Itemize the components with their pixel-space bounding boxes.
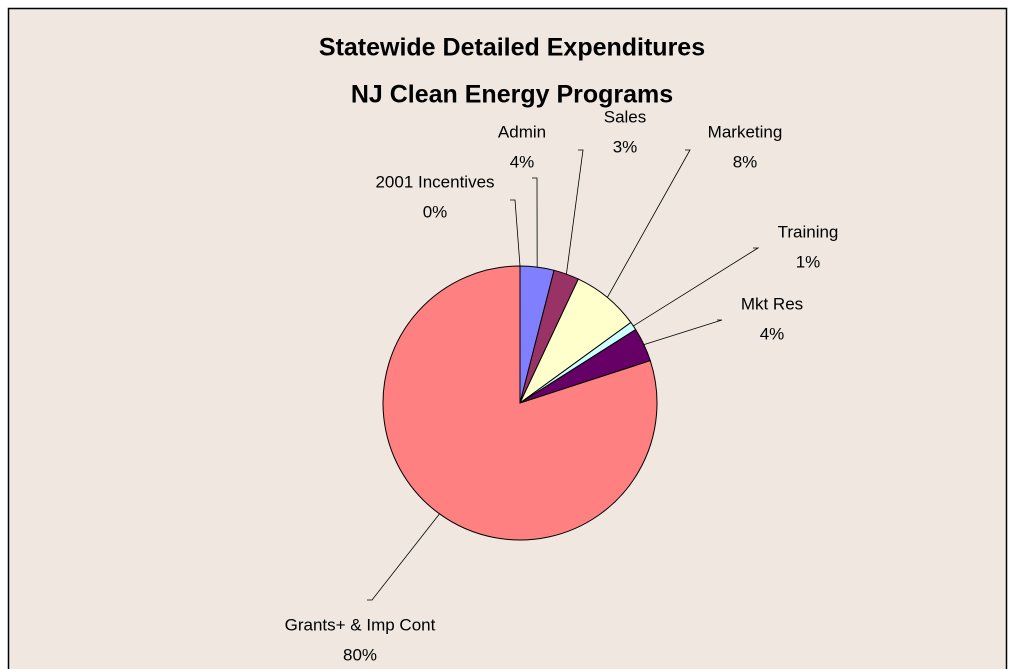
slice-label: 2001 Incentives: [375, 172, 494, 191]
leader-line: [566, 149, 584, 275]
chart-title: Statewide Detailed Expenditures: [319, 34, 705, 62]
leader-line: [367, 513, 440, 601]
leader-line: [606, 149, 691, 298]
slice-value-label: 1%: [796, 252, 821, 271]
slice-label: Mkt Res: [741, 294, 803, 313]
slice-value-label: 4%: [510, 152, 535, 171]
slice-label: Marketing: [708, 122, 783, 141]
leader-line: [510, 199, 521, 267]
slice-value-label: 0%: [423, 202, 448, 221]
slice-label: Sales: [604, 107, 647, 126]
slice-value-label: 4%: [760, 324, 785, 343]
chart-border: [7, 7, 1008, 669]
chart-subtitle: NJ Clean Energy Programs: [351, 81, 673, 109]
slice-label: Admin: [498, 122, 546, 141]
slice-label: Grants+ & Imp Cont: [285, 615, 436, 634]
leader-line: [532, 177, 538, 268]
slice-value-label: 8%: [733, 152, 758, 171]
slice-value-label: 80%: [343, 645, 377, 664]
slice-value-label: 3%: [613, 137, 638, 156]
leader-line: [633, 247, 760, 327]
leader-line: [643, 319, 723, 346]
pie-slice: [382, 265, 658, 541]
slice-label: Training: [778, 222, 839, 241]
